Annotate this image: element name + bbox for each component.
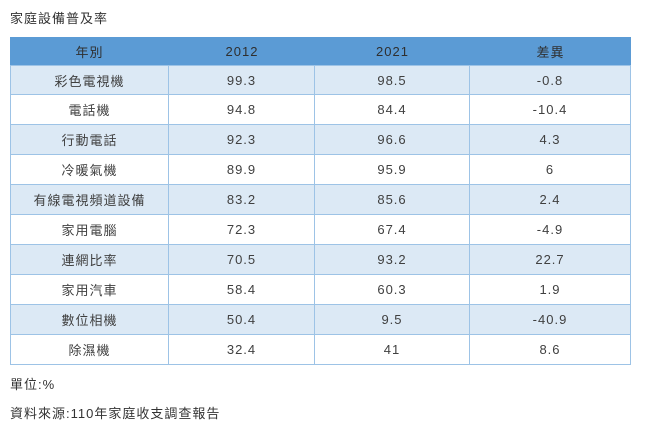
diff-cell: 22.7 [470,245,631,275]
header-row: 年別 2012 2021 差異 [10,37,631,65]
value-2021-cell: 93.2 [315,245,470,275]
page-title: 家庭設備普及率 [10,11,109,26]
table-row: 有線電視頻道設備 83.2 85.6 2.4 [10,185,631,215]
table-header: 年別 2012 2021 差異 [10,37,631,65]
value-2012-cell: 89.9 [169,155,315,185]
value-2012-cell: 83.2 [169,185,315,215]
diff-cell: -40.9 [470,305,631,335]
diff-cell: -4.9 [470,215,631,245]
row-label-cell: 家用汽車 [10,275,169,305]
column-header-diff: 差異 [470,37,631,65]
row-label-cell: 數位相機 [10,305,169,335]
value-2021-cell: 41 [315,335,470,365]
row-label-cell: 連網比率 [10,245,169,275]
equipment-table: 年別 2012 2021 差異 彩色電視機 99.3 98.5 -0.8 電話機… [10,37,631,365]
table-row: 家用汽車 58.4 60.3 1.9 [10,275,631,305]
value-2012-cell: 50.4 [169,305,315,335]
row-label-cell: 彩色電視機 [10,65,169,95]
value-2012-cell: 58.4 [169,275,315,305]
value-2021-cell: 60.3 [315,275,470,305]
value-2021-cell: 9.5 [315,305,470,335]
column-header-2021: 2021 [315,37,470,65]
value-2021-cell: 96.6 [315,125,470,155]
value-2012-cell: 32.4 [169,335,315,365]
row-label-cell: 家用電腦 [10,215,169,245]
row-label-cell: 有線電視頻道設備 [10,185,169,215]
unit-note: 單位:% [10,377,56,392]
value-2012-cell: 92.3 [169,125,315,155]
table-row: 電話機 94.8 84.4 -10.4 [10,95,631,125]
value-2021-cell: 95.9 [315,155,470,185]
diff-cell: 1.9 [470,275,631,305]
row-label-cell: 冷暖氣機 [10,155,169,185]
row-label-cell: 行動電話 [10,125,169,155]
table-body: 彩色電視機 99.3 98.5 -0.8 電話機 94.8 84.4 -10.4… [10,65,631,365]
value-2012-cell: 70.5 [169,245,315,275]
table-row: 除濕機 32.4 41 8.6 [10,335,631,365]
value-2021-cell: 98.5 [315,65,470,95]
row-label-cell: 除濕機 [10,335,169,365]
value-2012-cell: 94.8 [169,95,315,125]
diff-cell: 4.3 [470,125,631,155]
table-row: 冷暖氣機 89.9 95.9 6 [10,155,631,185]
value-2021-cell: 84.4 [315,95,470,125]
table-row: 家用電腦 72.3 67.4 -4.9 [10,215,631,245]
diff-cell: 2.4 [470,185,631,215]
source-note: 資料來源:110年家庭收支調查報告 [10,406,221,421]
table-row: 行動電話 92.3 96.6 4.3 [10,125,631,155]
value-2021-cell: 67.4 [315,215,470,245]
column-header-year: 年別 [10,37,169,65]
table-row: 數位相機 50.4 9.5 -40.9 [10,305,631,335]
table-row: 連網比率 70.5 93.2 22.7 [10,245,631,275]
row-label-cell: 電話機 [10,95,169,125]
column-header-2012: 2012 [169,37,315,65]
value-2012-cell: 72.3 [169,215,315,245]
diff-cell: 6 [470,155,631,185]
value-2012-cell: 99.3 [169,65,315,95]
diff-cell: -0.8 [470,65,631,95]
value-2021-cell: 85.6 [315,185,470,215]
diff-cell: -10.4 [470,95,631,125]
table-row: 彩色電視機 99.3 98.5 -0.8 [10,65,631,95]
diff-cell: 8.6 [470,335,631,365]
